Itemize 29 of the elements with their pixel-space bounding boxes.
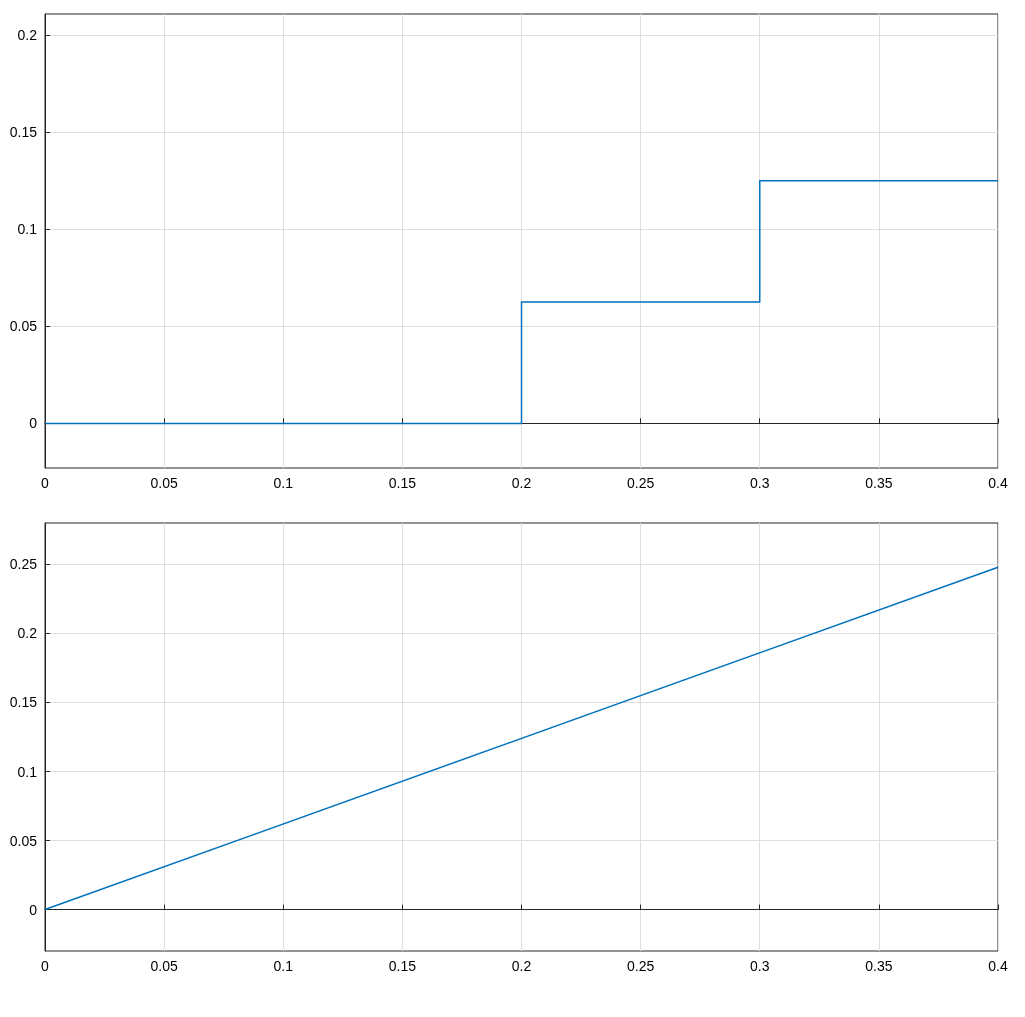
y-tick-label: 0 [29, 901, 38, 918]
y-tick-label: 0.05 [9, 318, 38, 335]
x-tick-label: 0 [41, 958, 50, 974]
x-tick-label: 0.05 [150, 958, 178, 974]
x-tick-label: 0.05 [150, 475, 178, 491]
x-tick-label: 0.35 [865, 475, 893, 491]
y-tick-label: 0.25 [9, 556, 38, 573]
y-tick-label: 0.15 [9, 124, 38, 141]
y-tick-label: 0.05 [9, 832, 38, 849]
x-tick-label: 0.2 [511, 475, 532, 491]
x-tick-label: 0.1 [273, 475, 294, 491]
y-tick-label: 0.2 [17, 27, 38, 44]
x-tick-label: 0.25 [627, 958, 655, 974]
x-tick-label: 0.15 [388, 958, 417, 974]
x-tick-label: 0.3 [750, 958, 770, 974]
y-tick-label: 0.15 [9, 694, 38, 711]
y-tick-label: 0.1 [17, 763, 38, 780]
y-tick-label: 0.1 [17, 221, 38, 238]
y-tick-label: 0 [29, 415, 38, 432]
x-tick-label: 0.4 [988, 958, 1008, 974]
x-tick-label: 0.1 [273, 958, 294, 974]
y-tick-label: 0.2 [17, 625, 38, 642]
x-tick-label: 0.4 [988, 475, 1008, 491]
x-tick-label: 0.25 [627, 475, 655, 491]
x-tick-label: 0.15 [388, 475, 417, 491]
x-tick-label: 0.35 [865, 958, 893, 974]
x-tick-label: 0 [41, 475, 50, 491]
x-tick-label: 0.2 [511, 958, 532, 974]
x-tick-label: 0.3 [750, 475, 770, 491]
